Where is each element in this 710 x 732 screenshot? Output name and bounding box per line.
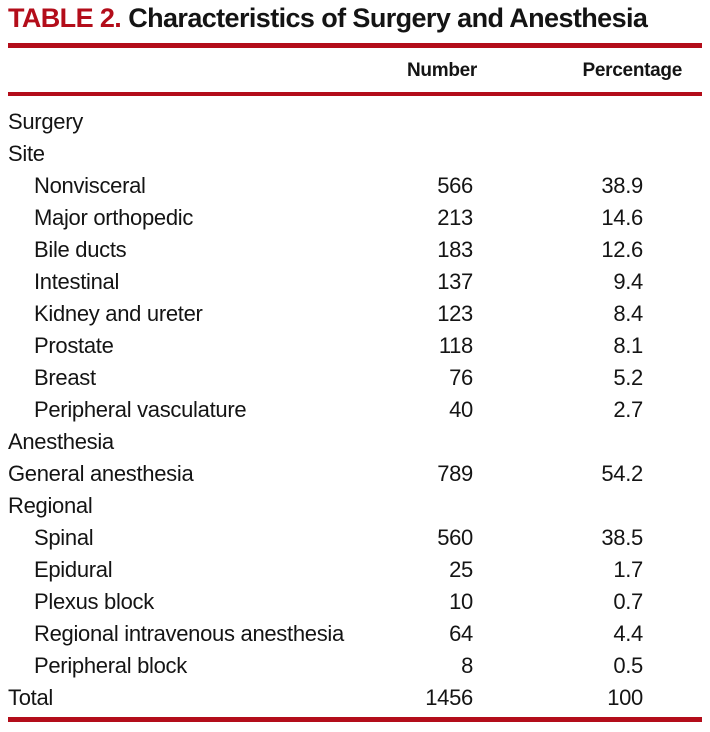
row-label: Kidney and ureter (34, 301, 203, 326)
table-row: Spinal 560 38.5 (8, 522, 702, 554)
row-number-value: 789 (437, 461, 473, 486)
table-row: Total 1456 100 (8, 682, 702, 714)
table-row: Breast 76 5.2 (8, 362, 702, 394)
row-label: Breast (34, 365, 96, 390)
row-percentage-value: 38.9 (601, 173, 643, 198)
row-percentage-value: 9.4 (613, 269, 643, 294)
row-percentage-value: 54.2 (601, 461, 643, 486)
row-number-value: 566 (437, 173, 473, 198)
row-percentage-value: 0.7 (613, 589, 643, 614)
row-label: Site (8, 141, 45, 166)
table-title: TABLE 2. Characteristics of Surgery and A… (8, 3, 648, 34)
table-row: Anesthesia (8, 426, 702, 458)
table-row: Peripheral block 8 0.5 (8, 650, 702, 682)
table-row: Regional intravenous anesthesia 64 4.4 (8, 618, 702, 650)
table-row: Nonvisceral 566 38.9 (8, 170, 702, 202)
table-row: Regional (8, 490, 702, 522)
row-number-value: 137 (437, 269, 473, 294)
bottom-rule (8, 717, 702, 722)
table-row: General anesthesia 789 54.2 (8, 458, 702, 490)
row-label: Prostate (34, 333, 114, 358)
table-row: Major orthopedic 213 14.6 (8, 202, 702, 234)
row-label: Plexus block (34, 589, 154, 614)
column-header-percentage: Percentage (582, 60, 683, 81)
table-row: Epidural 25 1.7 (8, 554, 702, 586)
table-row: Kidney and ureter 123 8.4 (8, 298, 702, 330)
row-number-value: 183 (437, 237, 473, 262)
table-row: Site (8, 138, 702, 170)
row-percentage-value: 1.7 (613, 557, 643, 582)
row-percentage-value: 8.4 (613, 301, 643, 326)
row-label: Bile ducts (34, 237, 127, 262)
row-number-value: 10 (449, 589, 473, 614)
row-number-value: 560 (437, 525, 473, 550)
row-percentage-value: 4.4 (613, 621, 643, 646)
row-percentage-value: 8.1 (613, 333, 643, 358)
row-label: Peripheral block (34, 653, 187, 678)
table-title-text: Characteristics of Surgery and Anesthesi… (128, 3, 648, 33)
row-percentage-value: 5.2 (613, 365, 643, 390)
row-label: Intestinal (34, 269, 120, 294)
row-number-value: 40 (449, 397, 473, 422)
table-row: Intestinal 137 9.4 (8, 266, 702, 298)
table-row: Prostate 118 8.1 (8, 330, 702, 362)
row-label: Regional intravenous anesthesia (34, 621, 344, 646)
row-percentage-value: 14.6 (601, 205, 643, 230)
table-row: Bile ducts 183 12.6 (8, 234, 702, 266)
row-percentage-value: 12.6 (601, 237, 643, 262)
table-row: Peripheral vasculature 40 2.7 (8, 394, 702, 426)
table-number-label: TABLE 2. (8, 3, 122, 33)
row-number-value: 213 (437, 205, 473, 230)
row-label: Major orthopedic (34, 205, 194, 230)
row-number-value: 25 (449, 557, 473, 582)
header-rule (8, 92, 702, 96)
row-label: Total (8, 685, 53, 710)
row-label: Surgery (8, 109, 83, 134)
table-body: Surgery Site Nonvisceral 566 38.9 Major … (8, 106, 702, 714)
table-row: Surgery (8, 106, 702, 138)
row-label: General anesthesia (8, 461, 194, 486)
column-header-number: Number (407, 60, 477, 81)
row-label: Regional (8, 493, 93, 518)
row-number-value: 64 (449, 621, 473, 646)
row-label: Peripheral vasculature (34, 397, 247, 422)
row-number-value: 118 (438, 333, 473, 358)
row-percentage-value: 100 (607, 685, 643, 710)
row-label: Spinal (34, 525, 94, 550)
top-rule (8, 43, 702, 48)
row-number-value: 1456 (425, 685, 473, 710)
row-percentage-value: 38.5 (601, 525, 643, 550)
row-percentage-value: 0.5 (613, 653, 643, 678)
row-percentage-value: 2.7 (613, 397, 643, 422)
row-number-value: 76 (449, 365, 473, 390)
row-label: Epidural (34, 557, 113, 582)
table-row: Plexus block 10 0.7 (8, 586, 702, 618)
row-label: Nonvisceral (34, 173, 146, 198)
row-label: Anesthesia (8, 429, 114, 454)
row-number-value: 123 (437, 301, 473, 326)
row-number-value: 8 (461, 653, 473, 678)
